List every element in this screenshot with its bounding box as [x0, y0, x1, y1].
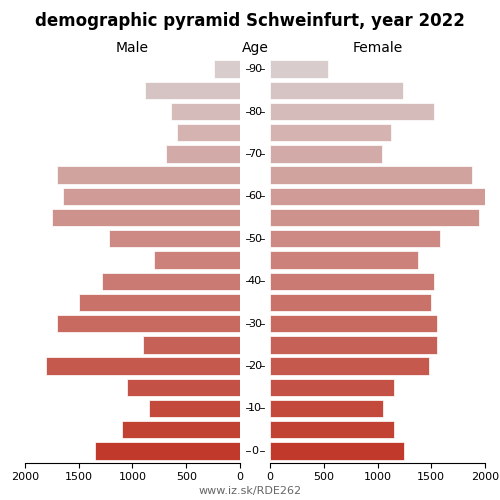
Text: 70: 70 [248, 149, 262, 159]
Bar [270, 60, 328, 78]
Bar [270, 209, 478, 226]
Bar [270, 272, 434, 290]
Bar [270, 358, 429, 374]
Title: Male: Male [116, 41, 149, 55]
Bar [270, 146, 382, 162]
Text: 0: 0 [252, 446, 258, 456]
Bar [270, 442, 404, 460]
Bar [109, 230, 240, 248]
Bar [146, 82, 240, 99]
Bar [62, 188, 240, 205]
Bar [270, 252, 418, 268]
Bar [270, 400, 383, 417]
Bar [270, 315, 436, 332]
Bar [154, 252, 240, 268]
Bar [143, 336, 240, 353]
Bar [270, 230, 440, 248]
Bar [270, 378, 394, 396]
Bar [122, 421, 240, 438]
Bar [176, 124, 240, 142]
Bar [270, 188, 485, 205]
Bar [171, 103, 240, 120]
Bar [270, 336, 436, 353]
Bar [270, 421, 394, 438]
Text: 40: 40 [248, 276, 262, 286]
Text: 60: 60 [248, 192, 262, 202]
Text: demographic pyramid Schweinfurt, year 2022: demographic pyramid Schweinfurt, year 20… [35, 12, 465, 30]
Title: Female: Female [352, 41, 403, 55]
Text: 80: 80 [248, 106, 262, 117]
Bar [270, 166, 472, 184]
Bar [57, 315, 240, 332]
Bar [166, 146, 240, 162]
Bar [95, 442, 240, 460]
Text: 90: 90 [248, 64, 262, 74]
Bar [214, 60, 240, 78]
Bar [127, 378, 240, 396]
Text: 20: 20 [248, 361, 262, 371]
Bar [46, 358, 240, 374]
Bar [270, 124, 392, 142]
Bar [57, 166, 240, 184]
Bar [102, 272, 240, 290]
Bar [270, 103, 434, 120]
Text: 50: 50 [248, 234, 262, 244]
Bar [148, 400, 240, 417]
Text: 30: 30 [248, 318, 262, 328]
Title: Age: Age [242, 41, 268, 55]
Bar [52, 209, 240, 226]
Text: www.iz.sk/RDE262: www.iz.sk/RDE262 [198, 486, 302, 496]
Bar [78, 294, 240, 311]
Bar [270, 294, 432, 311]
Text: 10: 10 [248, 404, 262, 413]
Bar [270, 82, 404, 99]
